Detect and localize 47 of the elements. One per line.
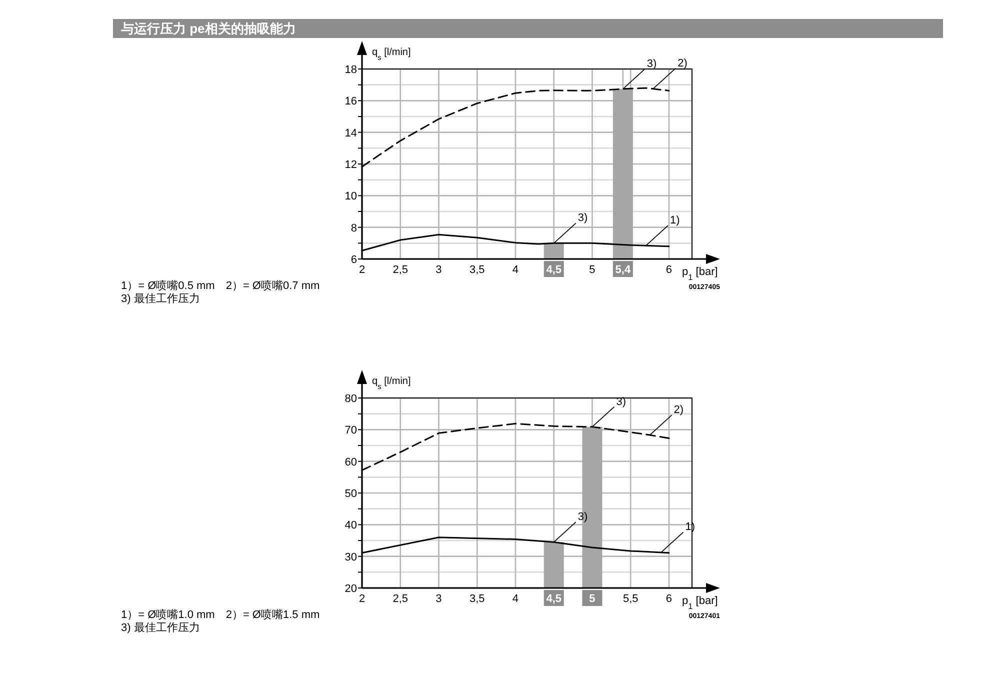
x-tick-label: 4 bbox=[512, 264, 519, 276]
x-tick-label: 5,4 bbox=[615, 264, 632, 276]
y-tick-label: 20 bbox=[344, 583, 357, 595]
x-tick-label: 5 bbox=[589, 593, 596, 605]
annotation: 3) bbox=[578, 212, 588, 224]
x-tick-label: 2,5 bbox=[392, 264, 408, 276]
y-tick-label: 60 bbox=[344, 456, 357, 468]
x-axis-title: p$_{1}$ [bar] bbox=[682, 266, 718, 282]
annotation: 3) bbox=[646, 58, 657, 70]
y-axis-title: q$_{s}$ [l/min] bbox=[372, 376, 411, 390]
x-tick-label: 4 bbox=[512, 593, 519, 605]
x-tick-label: 5,5 bbox=[622, 593, 638, 605]
y-tick-label: 6 bbox=[350, 254, 357, 266]
y-tick-label: 80 bbox=[344, 393, 357, 405]
y-tick-label: 10 bbox=[344, 190, 357, 203]
x-tick-label: 6 bbox=[666, 264, 672, 276]
x-tick-label: 2,5 bbox=[392, 593, 408, 605]
y-tick-label: 30 bbox=[344, 551, 357, 564]
x-tick-label: 2 bbox=[358, 593, 366, 605]
annotation: 1) bbox=[670, 214, 680, 227]
x-axis-title: p$_{1}$ [bar] bbox=[682, 595, 718, 610]
y-tick-label: 70 bbox=[344, 424, 357, 437]
text: 1）= Ø喷嘴1.0 mm 2）= Ø喷嘴1.5 mm bbox=[121, 608, 320, 621]
x-tick-label: 6 bbox=[666, 593, 672, 605]
text: 3) 最佳工作压力 bbox=[121, 621, 200, 634]
x-tick-label: 3 bbox=[436, 264, 442, 276]
y-tick-label: 40 bbox=[344, 520, 357, 532]
x-tick-label: 3 bbox=[436, 593, 442, 605]
y-axis-title: q$_{s}$ [l/min] bbox=[372, 47, 411, 62]
text: 与运行压力 pe相关的抽吸能力 bbox=[120, 21, 296, 36]
x-tick-label: 3,5 bbox=[469, 264, 485, 276]
x-tick-label: 4,5 bbox=[546, 264, 562, 276]
y-tick-label: 12 bbox=[344, 159, 357, 171]
y-tick-label: 14 bbox=[344, 127, 357, 140]
x-tick-label: 2 bbox=[358, 264, 366, 276]
annotation: 2) bbox=[674, 404, 684, 416]
x-tick-label: 5 bbox=[589, 264, 596, 276]
x-tick-label: 3,5 bbox=[469, 593, 485, 605]
y-tick-label: 16 bbox=[344, 96, 357, 108]
annotation: 2) bbox=[678, 57, 688, 70]
text: 3) 最佳工作压力 bbox=[121, 292, 200, 305]
annotation: 3) bbox=[578, 511, 588, 524]
y-tick-label: 18 bbox=[344, 64, 357, 76]
x-tick-label: 4,5 bbox=[546, 593, 562, 605]
text: 1）= Ø喷嘴0.5 mm 2）= Ø喷嘴0.7 mm bbox=[121, 279, 320, 292]
y-tick-label: 8 bbox=[350, 222, 357, 234]
y-tick-label: 50 bbox=[344, 488, 357, 500]
